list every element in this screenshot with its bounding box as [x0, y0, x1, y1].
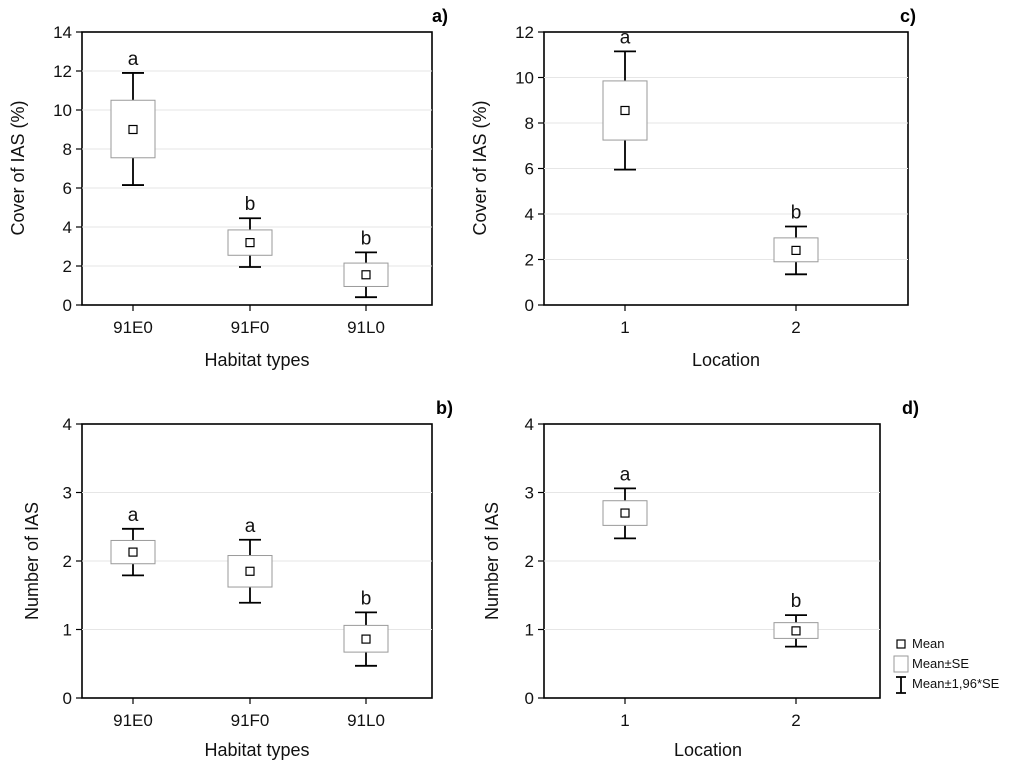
y-tick-label: 14 — [53, 23, 72, 42]
y-tick-label: 4 — [525, 415, 534, 434]
panel-label: b) — [436, 398, 453, 418]
y-tick-label: 8 — [63, 140, 72, 159]
y-tick-label: 2 — [525, 251, 534, 270]
y-tick-label: 12 — [53, 62, 72, 81]
y-axis-title: Cover of IAS (%) — [8, 100, 28, 235]
x-axis-title: Location — [674, 740, 742, 760]
y-tick-label: 10 — [53, 101, 72, 120]
y-tick-label: 6 — [63, 179, 72, 198]
y-axis-title: Number of IAS — [22, 502, 42, 620]
panel-b: 0 1 2 3 4 91E0 91F0 91L0 a a b Number of IAS Hab… — [22, 398, 453, 760]
legend-se-label: Mean±SE — [912, 656, 969, 671]
mean-marker — [128, 547, 138, 557]
x-tick-label: 1 — [620, 318, 629, 337]
x-tick-label: 91L0 — [347, 711, 385, 730]
legend-mean-marker — [896, 639, 906, 649]
y-tick-label: 3 — [525, 484, 534, 503]
y-axis-title: Cover of IAS (%) — [470, 100, 490, 235]
box-marks: ab — [602, 27, 819, 276]
y-tick-label: 2 — [63, 552, 72, 571]
x-axis-title: Location — [692, 350, 760, 370]
y-tick-label: 2 — [525, 552, 534, 571]
box-marks: ab — [602, 464, 819, 648]
gridlines — [544, 492, 880, 630]
y-axis-title: Number of IAS — [482, 502, 502, 620]
significance-letter: b — [791, 203, 802, 224]
se-box — [602, 500, 648, 526]
mean-marker — [245, 238, 255, 248]
x-tick-label: 91E0 — [113, 318, 153, 337]
legend-ci-marker — [896, 676, 906, 694]
significance-letter: b — [361, 228, 372, 249]
panel-label: a) — [432, 6, 448, 26]
y-tick-label: 0 — [525, 689, 534, 708]
mean-marker — [128, 124, 138, 135]
x-tick-label: 1 — [620, 711, 629, 730]
x-ticks: 91E0 91F0 91L0 — [113, 698, 385, 730]
significance-letter: a — [620, 464, 631, 485]
significance-letter: a — [128, 49, 139, 70]
significance-letter: b — [791, 591, 802, 612]
panel-label: d) — [902, 398, 919, 418]
y-ticks: 0 2 4 6 8 10 12 14 — [53, 23, 82, 315]
mean-marker — [791, 626, 801, 636]
x-tick-label: 91F0 — [231, 318, 270, 337]
box-marks: a a b — [110, 505, 389, 667]
y-tick-label: 8 — [525, 114, 534, 133]
x-tick-label: 91F0 — [231, 711, 270, 730]
legend: Mean Mean±SE Mean±1,96*SE — [893, 636, 1000, 694]
significance-letter: b — [245, 194, 256, 215]
plot-frame — [81, 31, 433, 306]
mean-marker — [620, 105, 630, 116]
x-axis-title: Habitat types — [204, 350, 309, 370]
y-tick-label: 4 — [63, 218, 72, 237]
legend-mean-label: Mean — [912, 636, 945, 651]
mean-marker — [620, 508, 630, 518]
mean-marker — [245, 566, 255, 576]
y-tick-label: 1 — [525, 621, 534, 640]
y-tick-label: 4 — [63, 415, 72, 434]
x-tick-label: 2 — [791, 318, 800, 337]
x-tick-label: 2 — [791, 711, 800, 730]
gridlines — [544, 77, 908, 260]
y-tick-label: 6 — [525, 160, 534, 179]
mean-marker — [361, 634, 371, 644]
x-ticks: 91E0 91F0 91L0 — [113, 305, 385, 337]
significance-letter: a — [620, 27, 631, 48]
y-ticks: 0 1 2 3 4 — [63, 415, 82, 708]
legend-ci-label: Mean±1,96*SE — [912, 676, 1000, 691]
x-tick-label: 91E0 — [113, 711, 153, 730]
mean-marker — [361, 270, 371, 280]
y-tick-label: 1 — [63, 621, 72, 640]
y-tick-label: 0 — [63, 689, 72, 708]
x-tick-label: 91L0 — [347, 318, 385, 337]
significance-letter: b — [361, 588, 372, 609]
panel-label: c) — [900, 6, 916, 26]
y-tick-label: 10 — [515, 69, 534, 88]
y-tick-label: 12 — [515, 23, 534, 42]
x-axis-title: Habitat types — [204, 740, 309, 760]
mean-marker — [791, 245, 801, 255]
y-ticks: 0 2 4 6 8 10 12 — [515, 23, 544, 315]
y-ticks: 0 1 2 3 4 — [525, 415, 544, 708]
y-tick-label: 3 — [63, 484, 72, 503]
panel-a: 0 2 4 6 8 10 12 14 91E0 91F0 91L0 a b b Cover of IA… — [8, 6, 448, 370]
significance-letter: a — [128, 505, 139, 526]
y-tick-label: 2 — [63, 257, 72, 276]
box-marks: a b b — [110, 49, 389, 299]
legend-se-marker — [893, 655, 909, 673]
significance-letter: a — [245, 516, 256, 537]
y-tick-label: 0 — [63, 296, 72, 315]
y-tick-label: 4 — [525, 205, 534, 224]
y-tick-label: 0 — [525, 296, 534, 315]
